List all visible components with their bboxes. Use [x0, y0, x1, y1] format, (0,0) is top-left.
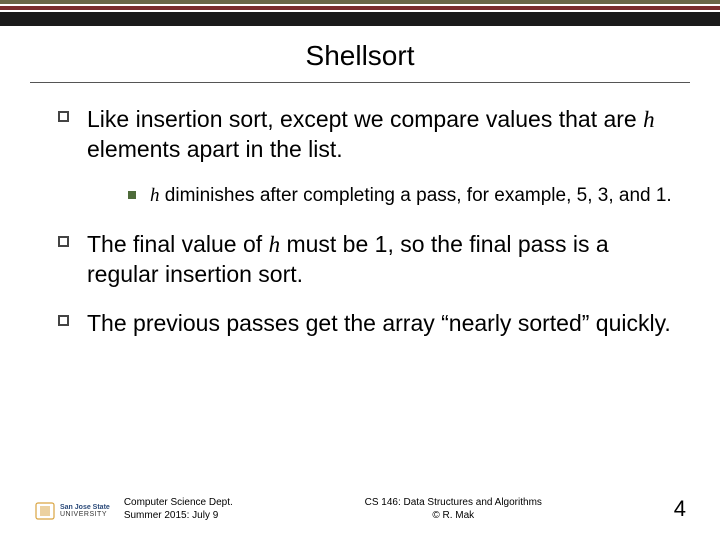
bullet-1: Like insertion sort, except we compare v…	[58, 105, 680, 164]
bullet-3-text: The previous passes get the array “nearl…	[87, 309, 671, 338]
footer-dept: Computer Science Dept.	[124, 497, 233, 510]
footer-course: CS 146: Data Structures and Algorithms	[233, 497, 674, 510]
bullet-marker	[58, 111, 69, 122]
italic-h: h	[150, 185, 160, 206]
bullet-3: The previous passes get the array “nearl…	[58, 309, 680, 338]
logo-sub: UNIVERSITY	[60, 511, 110, 518]
bullet-marker	[58, 315, 69, 326]
text-span: The previous passes get the array “nearl…	[87, 310, 671, 336]
logo-text: San Jose State UNIVERSITY	[60, 504, 110, 519]
slide-title: Shellsort	[0, 40, 720, 72]
band-5	[0, 12, 720, 26]
logo-name: San Jose State	[60, 504, 110, 511]
footer-date: Summer 2015: July 9	[124, 510, 233, 523]
university-logo-icon	[34, 500, 56, 522]
bullet-2: The final value of h must be 1, so the f…	[58, 230, 680, 289]
bullet-1-text: Like insertion sort, except we compare v…	[87, 105, 680, 164]
text-span: elements apart in the list.	[87, 136, 343, 162]
content-area: Like insertion sort, except we compare v…	[0, 83, 720, 337]
sub-bullet-marker	[128, 191, 136, 199]
bullet-marker	[58, 236, 69, 247]
sub-bullet-1: h diminishes after completing a pass, fo…	[128, 184, 680, 209]
footer: San Jose State UNIVERSITY Computer Scien…	[0, 496, 720, 522]
footer-center: CS 146: Data Structures and Algorithms ©…	[233, 497, 674, 522]
text-span: The final value of	[87, 231, 269, 257]
text-span: Like insertion sort, except we compare v…	[87, 106, 643, 132]
text-span: diminishes after completing a pass, for …	[160, 185, 672, 206]
slide: Shellsort Like insertion sort, except we…	[0, 0, 720, 540]
footer-copyright: © R. Mak	[233, 510, 674, 523]
footer-left: Computer Science Dept. Summer 2015: July…	[124, 497, 233, 522]
title-area: Shellsort	[0, 26, 720, 76]
logo-area: San Jose State UNIVERSITY	[34, 500, 110, 522]
italic-h: h	[643, 107, 655, 132]
page-number: 4	[674, 496, 686, 522]
bullet-2-text: The final value of h must be 1, so the f…	[87, 230, 680, 289]
top-decorative-bands	[0, 0, 720, 26]
sub-bullet-1-text: h diminishes after completing a pass, fo…	[150, 184, 672, 209]
italic-h: h	[269, 232, 281, 257]
